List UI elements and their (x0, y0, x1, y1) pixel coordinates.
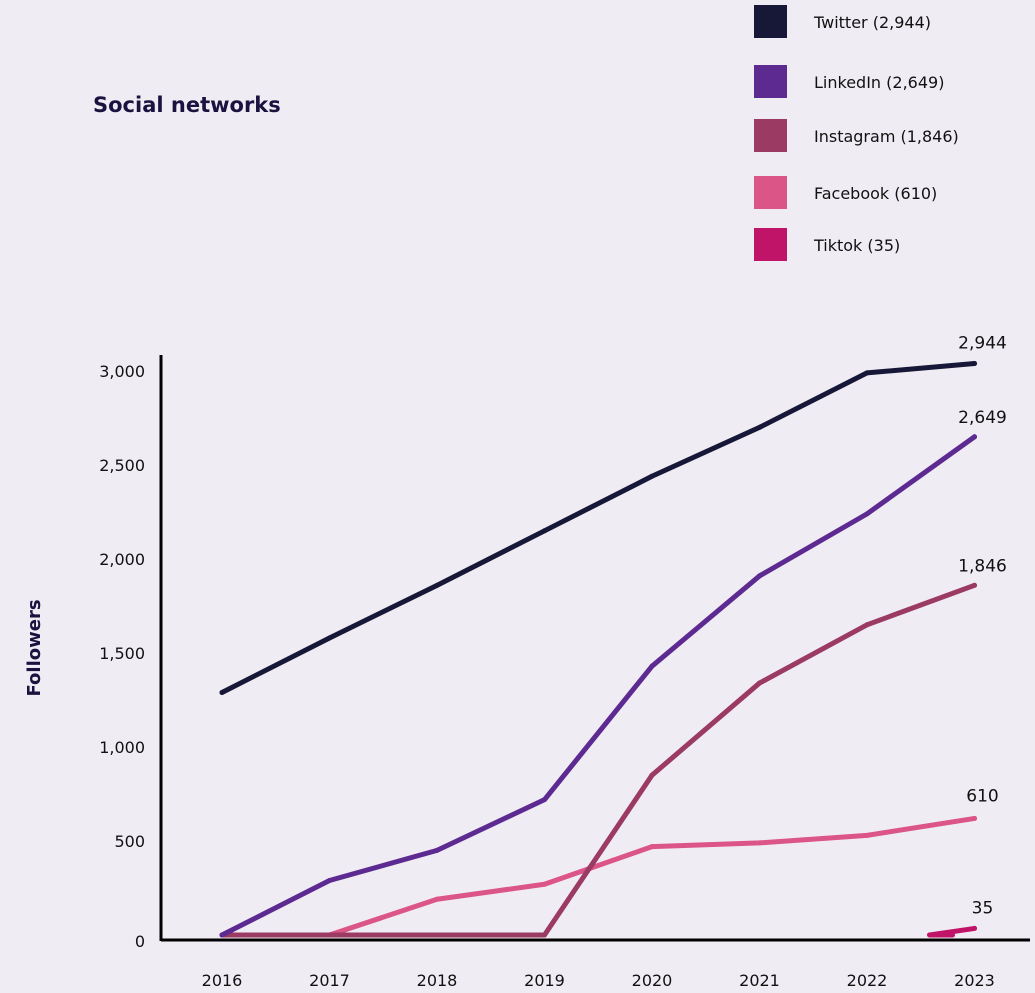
series-lines (219, 360, 977, 938)
end-label-instagram: 1,846 (958, 556, 1007, 576)
legend-swatch-tiktok (754, 228, 787, 261)
end-label-twitter: 2,944 (958, 333, 1007, 353)
data-point-linkedin (972, 434, 977, 440)
legend-swatch-twitter (754, 5, 787, 38)
data-point-twitter (542, 528, 547, 534)
data-point-linkedin (542, 797, 547, 803)
series-end-labels: 2,944 2,649 1,846 610 35 (958, 333, 1007, 918)
legend-label-twitter: Twitter (2,944) (813, 13, 931, 32)
data-point-facebook (542, 881, 547, 887)
data-point-instagram (649, 772, 655, 778)
y-tick-label: 0 (135, 932, 145, 951)
legend-swatch-instagram (754, 119, 787, 152)
data-point-instagram (864, 622, 870, 628)
series-line-facebook (327, 815, 977, 938)
data-point-tiktok (972, 925, 977, 931)
y-axis-ticks: 0 500 1,000 1,500 2,000 2,500 3,000 (99, 362, 145, 951)
legend-swatch-facebook (754, 176, 787, 209)
x-tick-label: 2017 (309, 971, 350, 990)
y-tick-label: 1,000 (99, 738, 145, 757)
data-point-facebook (972, 815, 977, 821)
chart-title: Social networks (93, 93, 281, 117)
data-point-twitter (327, 635, 332, 641)
data-point-linkedin (864, 511, 870, 517)
data-point-linkedin (327, 877, 332, 883)
series-line-instagram (219, 582, 977, 938)
data-point-twitter (972, 360, 977, 366)
data-point-instagram (972, 582, 977, 588)
y-tick-label: 2,000 (99, 550, 145, 569)
data-point-facebook (757, 840, 762, 846)
x-tick-label: 2019 (524, 971, 565, 990)
data-point-linkedin (434, 847, 440, 853)
end-label-tiktok: 35 (972, 898, 994, 918)
x-tick-label: 2018 (417, 971, 458, 990)
y-axis-label: Followers (24, 599, 45, 696)
data-point-facebook (864, 832, 870, 838)
series-line-tiktok (927, 925, 977, 938)
x-axis-ticks: 2016 2017 2018 2019 2020 2021 2022 2023 (202, 971, 995, 990)
y-tick-label: 2,500 (99, 456, 145, 475)
data-point-twitter (434, 582, 440, 588)
data-point-twitter (757, 424, 762, 430)
legend: Twitter (2,944) LinkedIn (2,649) Instagram… (754, 5, 959, 261)
y-tick-label: 500 (114, 832, 145, 851)
series-line-twitter (219, 360, 977, 695)
y-tick-label: 3,000 (99, 362, 145, 381)
x-tick-label: 2023 (954, 971, 995, 990)
data-point-instagram (327, 932, 332, 938)
legend-label-instagram: Instagram (1,846) (814, 127, 959, 146)
data-point-twitter (649, 473, 655, 479)
legend-label-linkedin: LinkedIn (2,649) (814, 73, 944, 92)
data-point-facebook (434, 896, 440, 902)
data-point-twitter (864, 370, 870, 376)
end-label-facebook: 610 (966, 786, 998, 806)
data-point-instagram (757, 680, 762, 686)
x-tick-label: 2021 (739, 971, 780, 990)
legend-label-facebook: Facebook (610) (814, 184, 937, 203)
x-tick-label: 2020 (632, 971, 673, 990)
y-tick-label: 1,500 (99, 644, 145, 663)
end-label-linkedin: 2,649 (958, 408, 1007, 428)
legend-swatch-linkedin (754, 65, 787, 98)
x-tick-label: 2016 (202, 971, 243, 990)
data-point-linkedin (757, 573, 762, 579)
x-tick-label: 2022 (847, 971, 888, 990)
data-point-linkedin (219, 932, 225, 938)
data-point-facebook (649, 844, 655, 850)
series-line-linkedin (219, 434, 977, 938)
data-point-linkedin (649, 663, 655, 669)
legend-label-tiktok: Tiktok (35) (813, 236, 900, 255)
data-point-twitter (219, 689, 225, 695)
data-point-instagram (542, 932, 547, 938)
data-point-instagram (434, 932, 440, 938)
